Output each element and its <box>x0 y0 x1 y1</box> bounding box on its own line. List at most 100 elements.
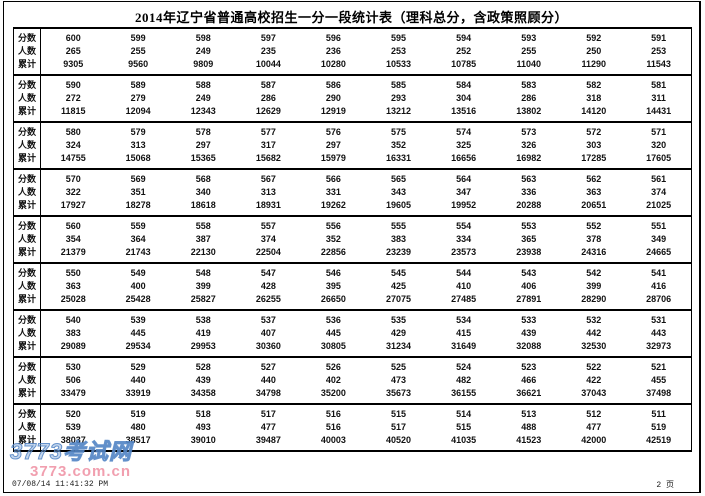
score-cell: 577 <box>260 127 276 137</box>
cumulative-cell: 22130 <box>170 246 236 264</box>
score-cell: 518 <box>195 409 211 419</box>
row-label-cumulative: 累计 <box>13 199 41 217</box>
score-cell: 578 <box>195 127 211 137</box>
count-cell: 334 <box>456 234 472 244</box>
count-cell: 440 <box>130 375 146 385</box>
row-label-cumulative: 累计 <box>13 152 41 170</box>
count-cell: 422 <box>586 375 602 385</box>
score-cell: 585 <box>391 80 407 90</box>
table-row-cumulative: 累计 29089 29534 29953 30360 30805 31234 31649 320… <box>13 340 692 358</box>
table-row-cumulative: 累计 25028 25428 25827 26255 26650 27075 27485 278… <box>13 293 692 311</box>
cumulative-cell: 29953 <box>170 340 236 358</box>
count-cell: 473 <box>391 375 407 385</box>
count-cell: 416 <box>651 281 667 291</box>
count-cell: 439 <box>195 375 211 385</box>
cumulative-cell: 34358 <box>170 387 236 405</box>
table-row-score: 分数 600 599 598 597 596 595 594 593 592 591 <box>13 28 692 45</box>
table-row-count: 人数 506 440 439 440 402 473 482 466 422 455 <box>13 374 692 387</box>
count-cell: 419 <box>195 328 211 338</box>
cumulative-cell: 13516 <box>431 105 497 123</box>
count-cell: 442 <box>586 328 602 338</box>
row-label-count: 人数 <box>13 139 41 152</box>
score-cell: 530 <box>65 362 81 372</box>
count-cell: 516 <box>325 422 341 432</box>
cumulative-cell: 18278 <box>105 199 171 217</box>
count-cell: 303 <box>586 140 602 150</box>
score-cell: 576 <box>325 127 341 137</box>
cumulative-cell: 14755 <box>40 152 106 170</box>
cumulative-cell: 9305 <box>40 58 106 76</box>
cumulative-cell: 11290 <box>561 58 627 76</box>
page-title: 2014年辽宁省普通高校招生一分一段统计表（理科总分，含政策照顾分） <box>134 10 568 25</box>
count-cell: 517 <box>391 422 407 432</box>
row-label-score: 分数 <box>13 122 41 139</box>
count-cell: 515 <box>456 422 472 432</box>
cumulative-cell: 20651 <box>561 199 627 217</box>
count-cell: 349 <box>651 234 667 244</box>
cumulative-cell: 24665 <box>626 246 692 264</box>
cumulative-cell: 13802 <box>496 105 562 123</box>
row-label-score: 分数 <box>13 28 41 45</box>
count-cell: 539 <box>65 422 81 432</box>
count-cell: 286 <box>521 93 537 103</box>
cumulative-cell: 22856 <box>300 246 366 264</box>
row-label-cumulative: 累计 <box>13 387 41 405</box>
table-row-count: 人数 322 351 340 313 331 343 347 336 363 374 <box>13 186 692 199</box>
score-cell: 592 <box>586 33 602 43</box>
cumulative-cell: 19262 <box>300 199 366 217</box>
count-cell: 383 <box>65 328 81 338</box>
score-cell: 524 <box>456 362 472 372</box>
score-cell: 513 <box>521 409 537 419</box>
count-cell: 466 <box>521 375 537 385</box>
score-cell: 539 <box>130 315 146 325</box>
table-row-score: 分数 530 529 528 527 526 525 524 523 522 521 <box>13 357 692 374</box>
cumulative-cell: 25428 <box>105 293 171 311</box>
cumulative-cell: 12094 <box>105 105 171 123</box>
table-row-count: 人数 324 313 297 317 297 352 325 326 303 320 <box>13 139 692 152</box>
score-cell: 536 <box>325 315 341 325</box>
count-cell: 255 <box>521 46 537 56</box>
score-cell: 545 <box>391 268 407 278</box>
row-label-count: 人数 <box>13 421 41 434</box>
cumulative-cell: 37043 <box>561 387 627 405</box>
cumulative-cell: 18931 <box>235 199 301 217</box>
count-cell: 326 <box>521 140 537 150</box>
table-row-cumulative: 累计 17927 18278 18618 18931 19262 19605 19952 202… <box>13 199 692 217</box>
score-cell: 560 <box>65 221 81 231</box>
cumulative-cell: 15068 <box>105 152 171 170</box>
count-cell: 236 <box>325 46 341 56</box>
score-cell: 569 <box>130 174 146 184</box>
cumulative-cell: 26650 <box>300 293 366 311</box>
score-cell: 538 <box>195 315 211 325</box>
table-row-cumulative: 累计 14755 15068 15365 15682 15979 16331 16656 169… <box>13 152 692 170</box>
score-cell: 572 <box>586 127 602 137</box>
cumulative-cell: 38517 <box>105 434 171 452</box>
cumulative-cell: 22504 <box>235 246 301 264</box>
count-cell: 325 <box>456 140 472 150</box>
cumulative-cell: 34798 <box>235 387 301 405</box>
count-cell: 304 <box>456 93 472 103</box>
count-cell: 374 <box>651 187 667 197</box>
cumulative-cell: 35200 <box>300 387 366 405</box>
count-cell: 354 <box>65 234 81 244</box>
row-label-score: 分数 <box>13 357 41 374</box>
row-label-count: 人数 <box>13 233 41 246</box>
score-cell: 534 <box>456 315 472 325</box>
count-cell: 279 <box>130 93 146 103</box>
cumulative-cell: 12919 <box>300 105 366 123</box>
count-cell: 399 <box>586 281 602 291</box>
cumulative-cell: 16656 <box>431 152 497 170</box>
cumulative-cell: 11815 <box>40 105 106 123</box>
count-cell: 317 <box>260 140 276 150</box>
table-row-count: 人数 272 279 249 286 290 293 304 286 318 311 <box>13 92 692 105</box>
score-cell: 540 <box>65 315 81 325</box>
count-cell: 493 <box>195 422 211 432</box>
count-cell: 253 <box>651 46 667 56</box>
cumulative-cell: 32530 <box>561 340 627 358</box>
count-cell: 343 <box>391 187 407 197</box>
score-cell: 562 <box>586 174 602 184</box>
cumulative-cell: 35673 <box>365 387 432 405</box>
count-cell: 506 <box>65 375 81 385</box>
cumulative-cell: 16331 <box>365 152 432 170</box>
cumulative-cell: 15365 <box>170 152 236 170</box>
